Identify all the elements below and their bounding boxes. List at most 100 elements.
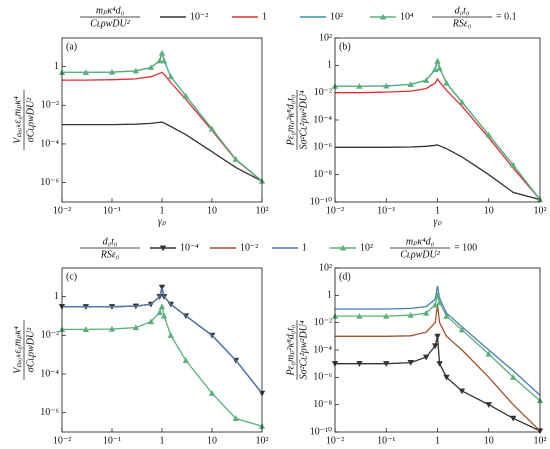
marker [458, 326, 466, 333]
marker [485, 402, 492, 408]
y-tick-label: 10⁻⁴ [40, 368, 59, 379]
marker [82, 69, 90, 75]
y-axis-label-numerator: Pε₀mₚ²κ⁸d₀t₀ [285, 324, 296, 377]
x-axis-label: γₚ [433, 446, 442, 449]
x-tick-label: 1 [160, 435, 165, 446]
series-line [335, 336, 540, 432]
x-tick-label: 10 [484, 435, 494, 446]
marker [383, 82, 390, 89]
y-tick-label: 10⁻⁴ [40, 138, 59, 149]
y-tick-label: 10⁻¹⁰ [310, 426, 332, 437]
marker [232, 156, 240, 162]
y-axis-label: Pε₀mₚ²κ⁸d₀t₀ Sσ²Cʟ²ρw²DU⁴ [285, 320, 309, 380]
x-tick-label: 10² [534, 205, 547, 216]
y-axis-label: Vₚₑₐₖε₀mₚκ⁴ σCʟρwDU² [12, 90, 36, 150]
marker [510, 415, 517, 422]
series-line [335, 144, 540, 201]
marker [431, 301, 439, 308]
legend-title-denominator: CʟρwDU² [90, 18, 130, 29]
x-tick-label: 10⁻² [53, 205, 71, 216]
marker [485, 350, 492, 357]
y-tick-label: 10⁻⁴ [313, 344, 332, 355]
marker [436, 361, 443, 367]
y-tick-label: 1 [54, 61, 59, 72]
marker [158, 303, 166, 310]
series-line [335, 292, 540, 402]
plot-frame [61, 37, 263, 203]
y-tick-label: 10⁻⁴ [313, 114, 332, 125]
marker [407, 360, 414, 366]
marker [422, 309, 430, 316]
legend-label: 10⁻⁴ [180, 242, 199, 253]
x-tick-label: 10⁻² [326, 205, 344, 216]
legend-title: mₚκ⁴d₀ CʟρwDU² [80, 5, 140, 29]
marker [436, 65, 443, 71]
legend-marker [339, 244, 347, 251]
legend-note-value: = 100 [454, 242, 477, 253]
series-line [62, 121, 262, 182]
legend-note-denominator: CʟρwDU² [400, 249, 440, 260]
marker [356, 361, 363, 367]
plot-frame [334, 37, 541, 203]
marker [167, 73, 175, 80]
marker [208, 125, 216, 132]
marker [356, 312, 363, 319]
marker [167, 332, 175, 338]
marker [510, 161, 517, 168]
marker [434, 333, 441, 340]
plot-frame [61, 267, 263, 433]
y-tick-label: 10⁻² [41, 100, 59, 111]
x-tick-label: 10⁻¹ [103, 205, 121, 216]
marker [443, 374, 450, 381]
marker [156, 309, 163, 316]
x-axis-label: γₚ [433, 216, 442, 227]
y-tick-label: 10⁻² [314, 87, 332, 98]
y-axis-label-denominator: σCʟρwDU² [25, 327, 36, 372]
marker [383, 312, 390, 319]
y-axis-label-denominator: Sσ²Cʟ²ρw²DU⁴ [298, 90, 309, 149]
marker [383, 361, 390, 367]
y-tick-label: 1 [54, 291, 59, 302]
series-line [335, 58, 540, 200]
x-tick-label: 10⁻¹ [377, 435, 395, 446]
legend-marker [379, 13, 387, 20]
series-line [335, 77, 540, 201]
marker [147, 64, 155, 71]
x-axis-label: γₚ [158, 446, 167, 449]
legend-note-numerator: mₚκ⁴d₀ [406, 236, 435, 247]
x-axis-label: γₚ [158, 216, 167, 227]
marker [156, 57, 163, 64]
marker [434, 292, 441, 298]
y-tick-label: 10⁻⁸ [313, 169, 332, 180]
panel-label: (d) [339, 271, 351, 282]
marker [182, 357, 190, 363]
legend-note-value: = 0.1 [496, 11, 517, 22]
marker [108, 68, 116, 75]
marker [458, 388, 466, 395]
y-tick-label: 10⁻⁶ [40, 177, 59, 188]
legend-title: d₀t₀ RSε₀ [80, 236, 140, 260]
y-axis-label-denominator: Sσ²Cʟ²ρw²DU⁴ [298, 320, 309, 379]
legend-marker-shape [339, 244, 347, 251]
marker [422, 354, 430, 361]
panel-label: (b) [339, 41, 351, 52]
y-tick-label: 10⁻⁶ [40, 407, 59, 418]
x-tick-label: 10² [256, 205, 269, 216]
x-tick-label: 10⁻² [53, 435, 71, 446]
y-tick-label: 10⁻⁶ [313, 372, 332, 383]
marker [108, 325, 116, 332]
marker [458, 99, 466, 105]
marker [431, 343, 439, 350]
x-tick-label: 1 [435, 205, 440, 216]
x-tick-label: 10 [207, 205, 217, 216]
marker [132, 67, 140, 74]
y-tick-label: 1 [327, 290, 332, 301]
y-tick-label: 10⁻² [41, 330, 59, 341]
marker [82, 326, 90, 333]
marker [132, 324, 140, 331]
x-tick-label: 10 [484, 205, 494, 216]
y-tick-label: 10⁻² [314, 317, 332, 328]
y-tick-label: 10⁻¹⁰ [310, 196, 332, 207]
marker [208, 390, 216, 396]
